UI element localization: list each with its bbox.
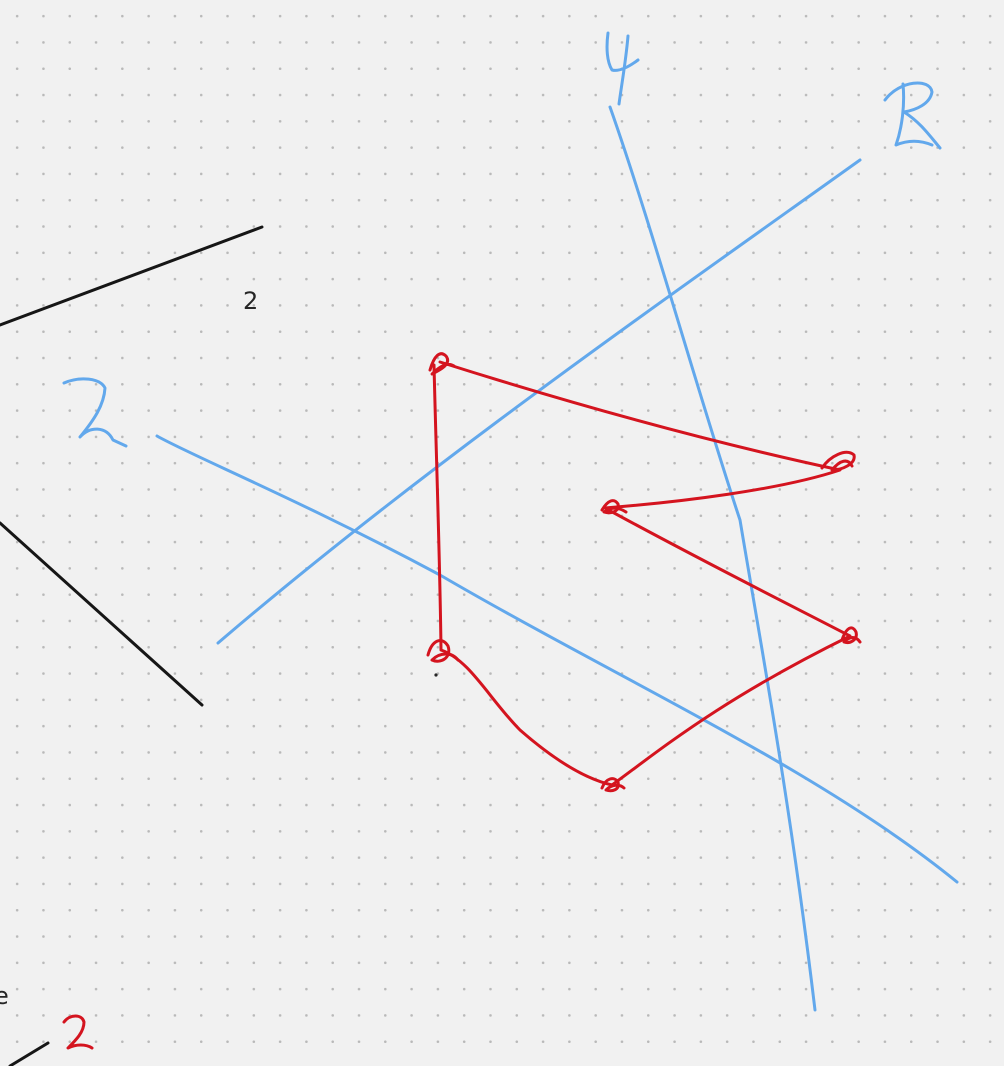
handwritten-label-r [883, 81, 942, 150]
black-ink-stroke-bottom [8, 1041, 50, 1066]
black-ink-stroke-upper [0, 225, 264, 327]
typed-partial-word: e [0, 982, 9, 1010]
black-ink-stroke-lower [0, 521, 204, 707]
handwritten-label-2-red [62, 1014, 94, 1050]
stray-ink-dot [434, 673, 438, 677]
handwritten-label-2-blue [62, 377, 128, 448]
red-vertex-bottom-left [426, 639, 460, 663]
blue-ink-line-steep [608, 105, 817, 1012]
red-vertex-right-upper [820, 450, 856, 472]
red-ink-path [432, 360, 852, 787]
red-vertex-right-lower [840, 626, 862, 644]
red-vertex-mid [600, 499, 628, 515]
typed-number-label: 2 [243, 287, 259, 315]
blue-ink-line-diagonal-up [216, 158, 862, 645]
red-vertex-top-left [428, 352, 456, 376]
handwritten-label-4 [605, 31, 640, 106]
blue-ink-line-diagonal-down [155, 434, 959, 884]
red-vertex-bottom [600, 777, 626, 793]
